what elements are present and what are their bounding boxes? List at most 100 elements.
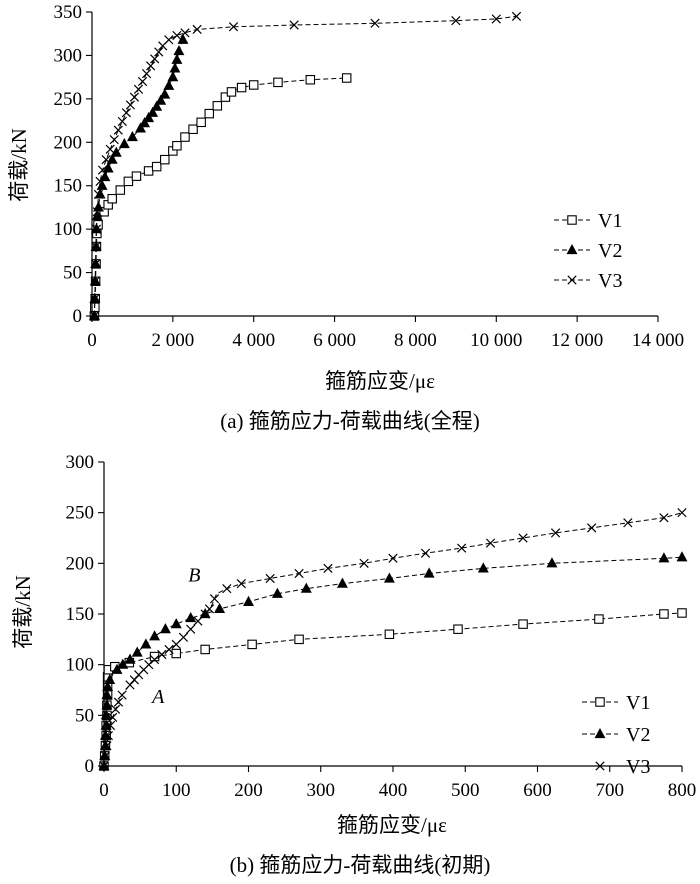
a-series-v2-point [171, 53, 183, 64]
b-series-v3-point [100, 751, 111, 761]
a-series-v1-point [151, 161, 162, 172]
a-series-v3-point [289, 20, 299, 30]
chart-b-xlabel: 箍筋应变/με [337, 813, 447, 837]
b-series-v2-point [102, 680, 114, 692]
a-series-v3-point [93, 189, 104, 200]
b-series-v2-point [546, 557, 558, 568]
b-x-tick-label: 100 [162, 780, 191, 801]
b-legend-marker-v2 [594, 727, 606, 739]
a-x-tick-label: 4 000 [232, 330, 275, 351]
b-series-v3-point [209, 594, 220, 604]
a-series-v1-point [143, 166, 154, 176]
a-series-v1-point [123, 176, 134, 187]
a-series-v3-point [180, 28, 190, 38]
b-legend-marker-v1 [595, 697, 605, 707]
b-series-v3-point [164, 644, 174, 655]
b-series-v3-point [265, 573, 275, 584]
chart-b: 0 100 200 300 400 500 600 700 800 0 50 100 150 200 250… [11, 452, 696, 877]
a-series-v3-point [92, 207, 102, 217]
b-series-v2-point [383, 572, 395, 583]
a-series-v1-point [220, 92, 231, 102]
b-series-v3-point [171, 639, 181, 650]
b-series-v3-point [518, 533, 528, 543]
a-series-v3-point [137, 76, 148, 87]
b-x-tick-label: 600 [523, 780, 552, 801]
b-series-v3-point [186, 624, 196, 634]
a-series-v1-point [236, 82, 247, 93]
b-y-tick-label: 100 [66, 655, 95, 676]
a-series-v3-point [511, 11, 522, 21]
a-y-tick-label: 50 [63, 263, 82, 284]
a-series-v2-point [139, 117, 151, 128]
b-x-tick-label: 200 [234, 780, 263, 801]
b-series-v1-line [103, 612, 683, 767]
a-series-v2-point [167, 71, 179, 82]
b-x-tick-label: 0 [99, 780, 109, 801]
a-series-v1-point [341, 73, 352, 83]
chart-a-legend: V1 V2 V3 [554, 210, 622, 292]
b-series-v3-point [420, 548, 431, 558]
a-series-v1-point [131, 171, 142, 181]
b-series-v3-point [294, 568, 304, 579]
a-series-v1-point [180, 132, 190, 142]
b-series-v2-point [111, 663, 123, 674]
b-y-tick-label: 300 [66, 452, 95, 473]
b-series-v1-point [149, 651, 160, 662]
a-legend-label-v3: V3 [598, 270, 622, 292]
a-series-v2-point [106, 153, 118, 164]
a-legend-label-v2: V2 [598, 240, 622, 262]
b-legend-marker-v3 [595, 761, 605, 771]
chart-a-ylabel: 荷载/kN [7, 128, 31, 202]
a-series-v3-point [370, 18, 380, 28]
b-series-v2-point [170, 618, 182, 629]
b-series-v2-point [149, 630, 161, 641]
a-y-tick-label: 350 [54, 2, 83, 23]
a-series-v1-line [93, 77, 347, 317]
chart-b-ylabel: 荷载/kN [11, 575, 35, 649]
b-series-v2-point [300, 582, 312, 593]
b-series-v3-line [103, 512, 683, 767]
b-series-v3-point [117, 690, 127, 700]
a-series-v3-point [101, 155, 111, 165]
a-series-v2-point [151, 100, 163, 111]
chart-a-axes: 0 2 000 4 000 6 000 8 000 10 000 12 000 14 000 0… [54, 2, 685, 351]
chart-a: 0 2 000 4 000 6 000 8 000 10 000 12 000 14 000 0… [7, 2, 684, 433]
chart-b-title: (b) 箍筋应力-荷载曲线(初期) [230, 853, 491, 877]
a-series-v3-point [150, 54, 160, 64]
b-series-v2-point [477, 562, 489, 573]
a-legend-label-v1: V1 [598, 210, 622, 232]
a-series-v3-point [154, 47, 164, 57]
b-series-v1-point [677, 608, 687, 618]
a-series-v2-point [118, 137, 130, 149]
b-series-v2-point [243, 595, 254, 606]
chart-a-plot [88, 11, 522, 321]
a-series-v3-point [97, 165, 108, 175]
a-series-v1-point [160, 154, 170, 165]
a-series-v1-point [305, 74, 316, 85]
b-y-tick-label: 150 [66, 604, 95, 625]
a-y-tick-label: 300 [54, 45, 83, 66]
b-series-v1-point [594, 614, 604, 624]
a-series-v3-point [491, 14, 501, 24]
b-series-v3-point [110, 704, 121, 714]
b-series-v3-point [457, 543, 467, 553]
a-series-v2-point [147, 106, 159, 117]
b-series-v3-point [222, 584, 232, 594]
b-series-v3-point [149, 654, 160, 665]
b-series-v2-point [124, 653, 136, 664]
a-series-v3-point [164, 35, 174, 45]
a-series-v1-point [107, 193, 117, 204]
a-legend-marker-v1 [567, 215, 577, 225]
b-series-v2-point [131, 646, 143, 657]
a-series-v1-point [196, 117, 206, 128]
a-series-v2-point [169, 62, 181, 73]
a-series-v1-point [115, 185, 126, 195]
b-series-v2-point [658, 552, 670, 563]
a-series-v3-point [451, 16, 461, 26]
b-series-v3-point [103, 730, 113, 741]
b-series-v2-point [117, 658, 129, 669]
a-x-tick-label: 10 000 [470, 330, 522, 351]
b-series-v2-point [104, 673, 116, 684]
a-x-tick-label: 2 000 [151, 330, 194, 351]
